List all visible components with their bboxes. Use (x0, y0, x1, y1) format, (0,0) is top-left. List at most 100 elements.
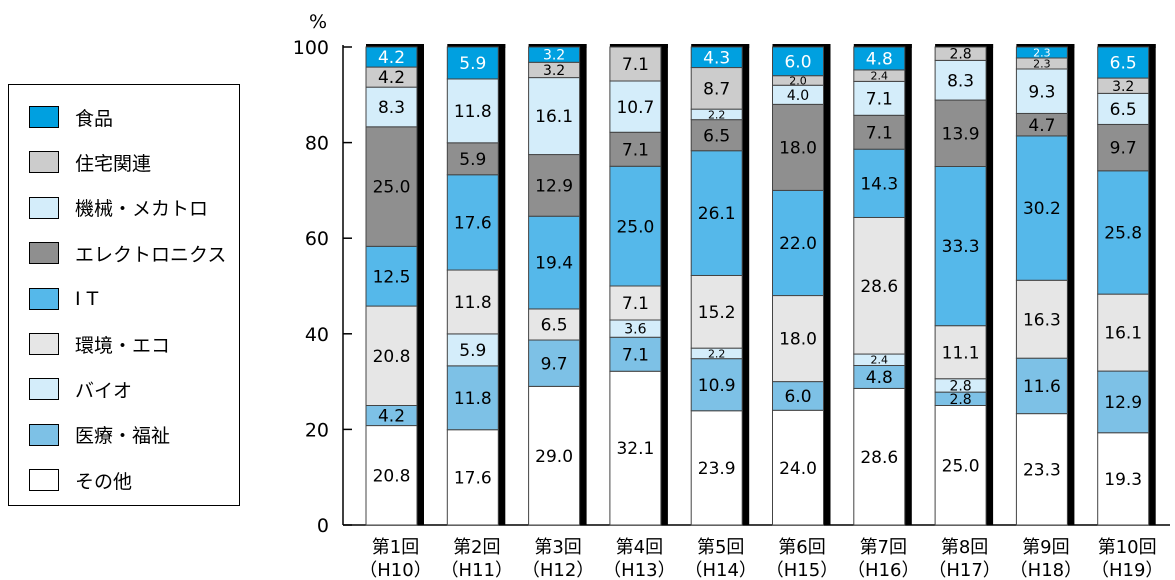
data-label: 33.3 (942, 237, 980, 257)
bar-segment (1097, 123, 1150, 172)
data-label: 4.3 (703, 48, 730, 68)
data-label: 4.0 (787, 88, 809, 104)
bar-shadow (822, 44, 831, 525)
bar-shadow-top (691, 44, 750, 48)
bar-shadow-top (935, 44, 994, 48)
data-label: 7.1 (622, 345, 649, 365)
data-label: 7.1 (622, 140, 649, 160)
data-label: 16.3 (1023, 310, 1061, 330)
legend-label: エレクトロニクス (75, 243, 227, 266)
legend-swatch (29, 242, 59, 265)
x-tick-label-year: （H15） (766, 560, 838, 580)
x-tick-label-year: （H19） (1091, 560, 1163, 580)
bar-shadow-top (853, 44, 912, 48)
bar-shadow (578, 44, 587, 525)
data-label: 6.0 (784, 387, 811, 407)
bar-segment (446, 78, 499, 144)
bar-group: 32.1 7.1 3.6 7.1 25.0 7.1 10.7 7.1 (609, 44, 668, 526)
x-tick-label: 第7回 (860, 537, 907, 558)
data-label: 32.1 (616, 439, 654, 459)
bar-segment (934, 46, 987, 61)
bar-segment (1097, 293, 1150, 372)
data-label: 2.3 (1033, 57, 1051, 70)
bar-segment (772, 46, 824, 77)
data-label: 23.3 (1023, 460, 1061, 480)
data-label: 11.8 (454, 293, 492, 313)
data-label: 25.0 (616, 217, 654, 237)
data-label: 2.8 (949, 47, 971, 63)
data-label: 7.1 (866, 123, 893, 143)
legend-label: 食品 (75, 107, 114, 130)
legend-swatch (29, 378, 59, 401)
data-label: 3.2 (543, 48, 565, 64)
data-label: 13.9 (942, 124, 980, 144)
bar-segment (609, 336, 662, 372)
legend-item: 食品 (29, 104, 113, 130)
bar-segment (528, 385, 581, 526)
bar-segment (772, 295, 824, 383)
bar-group: 23.3 11.6 16.3 30.2 4.7 9.3 2.32.3 (1015, 44, 1075, 526)
legend: 食品 住宅関連 機械・メカトロ エレクトロニクス I T 環境・エコ バイオ 医療・福祉 その他 (8, 84, 240, 506)
bar-group: 24.0 6.0 18.0 22.0 18.0 4.02.0 6.0 (772, 44, 831, 526)
x-tick-label-year: （H18） (1010, 560, 1082, 580)
x-tick-label: 第3回 (534, 537, 581, 558)
bar-segment (690, 150, 743, 276)
bar-shadow (903, 44, 912, 525)
bar-segment (690, 67, 743, 110)
bar-segment (1015, 68, 1068, 114)
y-tick-label: 100 (293, 37, 329, 59)
data-label: 2.3 (1033, 46, 1051, 59)
bar-segment (609, 370, 662, 526)
legend-swatch (29, 106, 59, 128)
data-label: 6.0 (784, 52, 811, 72)
data-label: 19.3 (1104, 470, 1142, 490)
bar-segment (772, 103, 824, 191)
legend-swatch (29, 469, 59, 492)
data-label: 11.8 (454, 389, 492, 409)
data-label: 6.5 (541, 316, 568, 336)
bar-shadow-top (609, 44, 668, 48)
data-label: 8.3 (947, 71, 974, 91)
bar-segment (1015, 135, 1068, 281)
data-label: 10.9 (698, 376, 736, 396)
data-label: 5.9 (459, 150, 486, 170)
bar-segment (609, 285, 662, 321)
bar-group: 29.0 9.7 6.5 19.4 12.9 16.1 3.23.2 (528, 44, 587, 526)
bar-shadow-top (447, 44, 506, 48)
bar-segment (446, 174, 499, 271)
bar-segment (528, 308, 581, 341)
bar-group: 23.9 10.9 2.2 15.2 26.1 6.5 2.2 8.7 4.3 (690, 44, 750, 526)
bar-segment (1015, 413, 1068, 526)
bar-shadow-top (528, 44, 587, 48)
bar-segment (1097, 46, 1150, 79)
legend-swatch (29, 196, 59, 219)
bar-segment (365, 425, 418, 526)
x-tick-label: 第1回 (372, 537, 419, 558)
legend-item: バイオ (29, 376, 132, 402)
legend-swatch (29, 151, 59, 174)
bar-shadow-top (772, 44, 831, 48)
legend-item: I T (29, 286, 98, 312)
data-label: 6.5 (1110, 100, 1137, 120)
bar-segment (853, 46, 906, 71)
bar-shadow (741, 44, 750, 525)
data-label: 18.0 (779, 330, 817, 350)
bar-shadow (1147, 44, 1156, 525)
data-label: 11.6 (1023, 377, 1061, 397)
y-tick-label: 20 (305, 419, 329, 441)
x-tick-label: 第8回 (941, 537, 988, 558)
data-label: 25.8 (1104, 224, 1142, 244)
data-label: 16.1 (535, 107, 573, 127)
legend-swatch (29, 287, 59, 310)
bar-segment (934, 99, 987, 167)
bar-segment (609, 46, 662, 82)
data-label: 12.5 (373, 267, 411, 287)
data-label: 5.9 (459, 341, 486, 361)
data-label: 28.6 (860, 277, 898, 297)
x-tick-label: 第4回 (616, 537, 663, 558)
x-tick-label: 第6回 (778, 537, 825, 558)
legend-item: その他 (29, 467, 132, 493)
bar-segment (528, 46, 581, 63)
x-tick-label-year: （H11） (441, 560, 513, 580)
